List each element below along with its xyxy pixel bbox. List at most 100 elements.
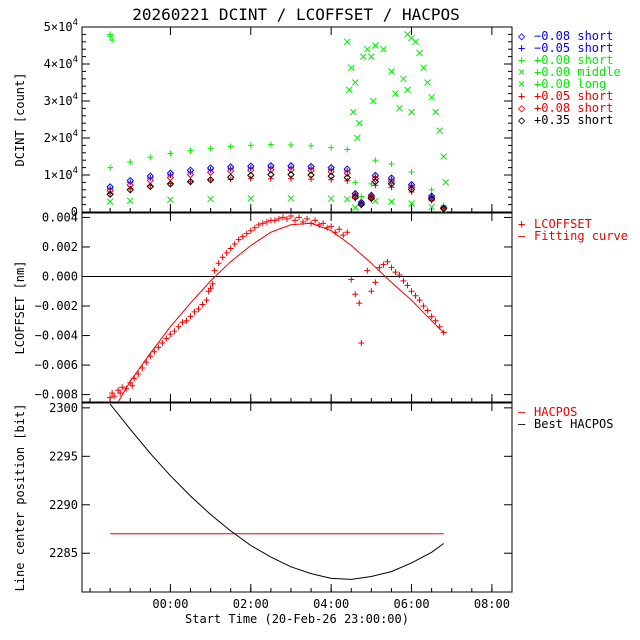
data-point (356, 300, 363, 307)
hacpos-panel: 2285 2290 2295 2300 Line center position [bi… (13, 401, 613, 626)
y-tick-label: −0.008 (35, 388, 78, 402)
data-point (380, 261, 387, 268)
data-point (439, 204, 448, 213)
data-point (344, 229, 351, 236)
dcint-panel: 0 1×104 2×104 3×104 4×104 5×104 DCINT [count] ◇… (13, 18, 621, 219)
data-point (129, 382, 136, 389)
data-point (279, 214, 286, 221)
data-point (147, 154, 154, 161)
data-point (367, 194, 376, 203)
data-point (126, 197, 134, 205)
plot-frame (81, 26, 513, 213)
data-point (247, 142, 254, 149)
data-point (126, 181, 134, 189)
series-best-hacpos (109, 403, 444, 580)
data-point (384, 258, 391, 265)
data-point (408, 288, 415, 295)
legend-symbol: — (518, 229, 526, 243)
data-point (424, 79, 431, 86)
legend-symbol: ◇ (518, 29, 526, 43)
data-point (400, 75, 407, 83)
data-point (327, 167, 335, 176)
data-point (349, 108, 357, 116)
legend-label: +0.00 short (534, 53, 613, 67)
data-point (231, 241, 238, 248)
data-point (308, 165, 315, 172)
data-point (328, 223, 335, 230)
plot-frame (81, 212, 513, 403)
data-point (372, 42, 379, 49)
y-tick-label: 5×104 (44, 18, 78, 34)
x-tick-label: 00:00 (152, 597, 188, 611)
data-point (167, 196, 174, 204)
data-point (159, 339, 166, 346)
legend-symbol: + (518, 41, 525, 55)
data-point (392, 90, 399, 97)
y-tick-label: −0.002 (35, 299, 78, 313)
data-point (175, 323, 182, 330)
legend-label: LCOFFSET (534, 217, 592, 231)
y-axis-label: LCOFFSET [nm] (13, 261, 27, 355)
data-point (263, 218, 270, 225)
data-point (400, 277, 407, 284)
data-point (211, 267, 218, 274)
data-point (328, 166, 335, 173)
data-point (343, 169, 351, 177)
data-point (392, 269, 399, 276)
data-point (227, 245, 234, 252)
data-point (344, 167, 351, 174)
data-point (287, 164, 294, 171)
data-point (227, 165, 234, 172)
data-point (106, 190, 114, 198)
data-point (367, 193, 376, 201)
data-point (187, 147, 194, 154)
data-point (166, 180, 175, 188)
data-point (416, 297, 423, 304)
data-point (127, 159, 134, 166)
data-point (287, 194, 295, 202)
data-point (351, 79, 359, 86)
data-point (287, 175, 294, 182)
data-point (428, 93, 435, 101)
data-point (344, 146, 351, 153)
data-point (183, 317, 190, 324)
x-tick-label: 02:00 (233, 597, 269, 611)
series-fitting-curve (117, 222, 445, 403)
data-point (388, 68, 395, 75)
data-point (424, 307, 431, 314)
data-point (432, 108, 439, 116)
data-point (408, 108, 415, 116)
data-point (255, 221, 262, 228)
data-point (207, 195, 214, 203)
legend-symbol: ◇ (518, 101, 526, 115)
legend-symbol: — (518, 417, 526, 431)
data-point (267, 175, 274, 182)
y-tick-label: 0.004 (42, 210, 78, 224)
data-point (420, 64, 427, 72)
data-point (427, 194, 436, 202)
data-point (348, 276, 355, 283)
y-tick-label: −0.004 (35, 329, 78, 343)
legend-symbol: + (518, 89, 525, 103)
data-point (259, 220, 266, 227)
data-point (247, 166, 255, 174)
data-point (106, 186, 114, 195)
data-point (227, 143, 234, 150)
data-point (404, 86, 411, 94)
chart-title: 20260221 DCINT / LCOFFSET / HACPOS (132, 5, 460, 24)
data-point (368, 288, 375, 295)
series-line (109, 403, 444, 580)
y-tick-label: 2300 (49, 401, 78, 415)
data-point (275, 215, 282, 222)
data-point (186, 170, 195, 179)
legend-label: +0.05 short (534, 89, 613, 103)
data-point (371, 177, 380, 186)
data-point (195, 305, 202, 312)
data-point (380, 45, 387, 53)
data-point (179, 319, 186, 326)
data-point (359, 53, 367, 60)
data-point (396, 272, 403, 279)
data-point (407, 183, 416, 191)
data-point (126, 186, 134, 194)
data-point (271, 217, 278, 224)
